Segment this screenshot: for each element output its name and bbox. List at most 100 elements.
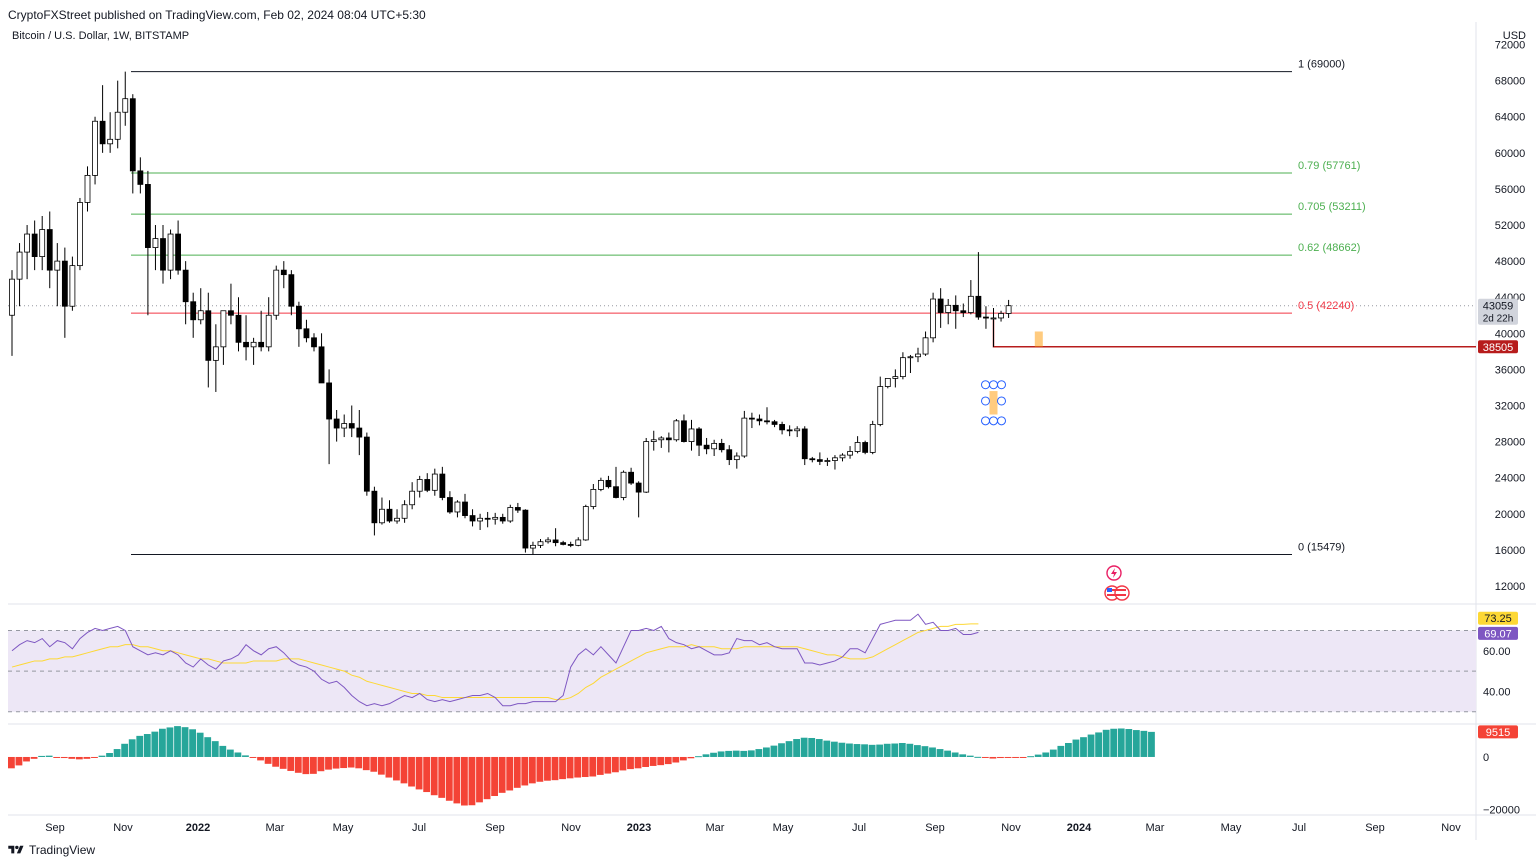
candle-body[interactable] [839,454,846,459]
candle-body[interactable] [107,138,114,145]
candle-body[interactable] [220,310,227,348]
currency-label[interactable]: USD [1502,30,1526,42]
candle-body[interactable] [129,98,136,172]
drawing-handle[interactable] [997,416,1006,426]
candle-body[interactable] [952,304,959,312]
candle-body[interactable] [590,489,597,507]
candle-body[interactable] [431,473,438,491]
candle-body[interactable] [560,542,567,545]
candle-body[interactable] [386,508,393,522]
candlestick-series[interactable] [9,71,1012,555]
candle-body[interactable] [756,418,763,422]
candle-body[interactable] [711,442,718,450]
candle-body[interactable] [446,497,453,513]
candle-body[interactable] [484,517,491,520]
candle-body[interactable] [1005,305,1012,314]
candle-body[interactable] [877,386,884,425]
candle-body[interactable] [930,298,936,339]
candle-body[interactable] [681,420,687,442]
candle-body[interactable] [786,429,793,432]
candle-body[interactable] [915,353,921,358]
candle-body[interactable] [9,278,15,316]
candle-body[interactable] [84,174,91,203]
drawing-handle[interactable] [981,380,990,390]
candle-body[interactable] [77,202,83,267]
candle-body[interactable] [122,98,129,113]
candle-body[interactable] [197,310,204,321]
candle-body[interactable] [280,269,287,276]
drawing-handle[interactable] [989,380,998,390]
candle-body[interactable] [424,479,431,491]
candle-body[interactable] [265,314,272,348]
candle-body[interactable] [605,479,612,488]
candle-body[interactable] [650,439,657,442]
candle-body[interactable] [832,457,838,461]
candle-body[interactable] [152,238,159,248]
candle-body[interactable] [598,479,604,490]
candle-body[interactable] [454,501,461,513]
us-flag-event-icon[interactable] [1114,585,1130,601]
candle-body[interactable] [205,310,212,361]
drawing-handle[interactable] [997,396,1006,406]
candle-body[interactable] [726,449,733,461]
fibonacci-retracement[interactable]: 1 (69000) 0.79 (57761) 0.705 (53211) 0.62 (… [8,59,1476,556]
candle-body[interactable] [46,229,53,271]
candle-body[interactable] [900,357,906,378]
candle-body[interactable] [967,295,974,313]
candle-body[interactable] [371,490,378,524]
candle-body[interactable] [39,229,46,258]
candle-body[interactable] [575,539,582,546]
candle-body[interactable] [250,341,257,348]
candle-body[interactable] [718,442,725,451]
candle-body[interactable] [348,423,355,429]
candle-body[interactable] [243,341,249,348]
candle-body[interactable] [613,486,619,498]
candle-body[interactable] [582,506,589,541]
candle-body[interactable] [394,517,400,522]
candle-body[interactable] [507,507,514,522]
candle-body[interactable] [545,539,551,543]
candle-body[interactable] [462,501,468,516]
candle-body[interactable] [862,442,869,453]
candle-body[interactable] [771,421,778,425]
symbol-title[interactable]: Bitcoin / U.S. Dollar, 1W, BITSTAMP [12,30,190,42]
candle-body[interactable] [530,544,536,549]
candle-body[interactable] [258,341,265,348]
candle-body[interactable] [628,471,634,484]
candle-body[interactable] [137,170,144,185]
macd-histogram[interactable]: 0 −20000 [8,726,1520,817]
candle-body[interactable] [303,328,310,339]
candle-body[interactable] [907,356,914,359]
candle-body[interactable] [567,544,574,546]
candle-body[interactable] [469,515,476,522]
candle-body[interactable] [379,508,385,524]
candle-body[interactable] [212,346,219,361]
candle-body[interactable] [922,337,929,355]
candle-body[interactable] [816,459,823,462]
candle-body[interactable] [975,295,982,318]
candle-body[interactable] [190,301,197,321]
candle-body[interactable] [401,504,408,519]
candle-body[interactable] [635,482,642,493]
candle-body[interactable] [273,269,280,316]
candle-body[interactable] [439,473,446,498]
candle-body[interactable] [356,427,363,438]
drawing-handle[interactable] [989,416,998,426]
candle-body[interactable] [779,424,785,431]
candle-body[interactable] [801,428,808,460]
candle-body[interactable] [160,238,166,271]
candle-body[interactable] [175,233,182,271]
candle-body[interactable] [733,455,740,461]
candle-body[interactable] [983,316,989,319]
candle-body[interactable] [31,233,38,258]
candle-body[interactable] [990,317,997,320]
candle-body[interactable] [326,382,333,420]
candle-body[interactable] [288,274,295,307]
candle-body[interactable] [363,436,370,492]
candle-body[interactable] [167,233,174,271]
candle-body[interactable] [665,437,672,441]
candle-body[interactable] [620,471,627,498]
event-icons[interactable] [1104,565,1130,601]
candle-body[interactable] [824,460,831,462]
